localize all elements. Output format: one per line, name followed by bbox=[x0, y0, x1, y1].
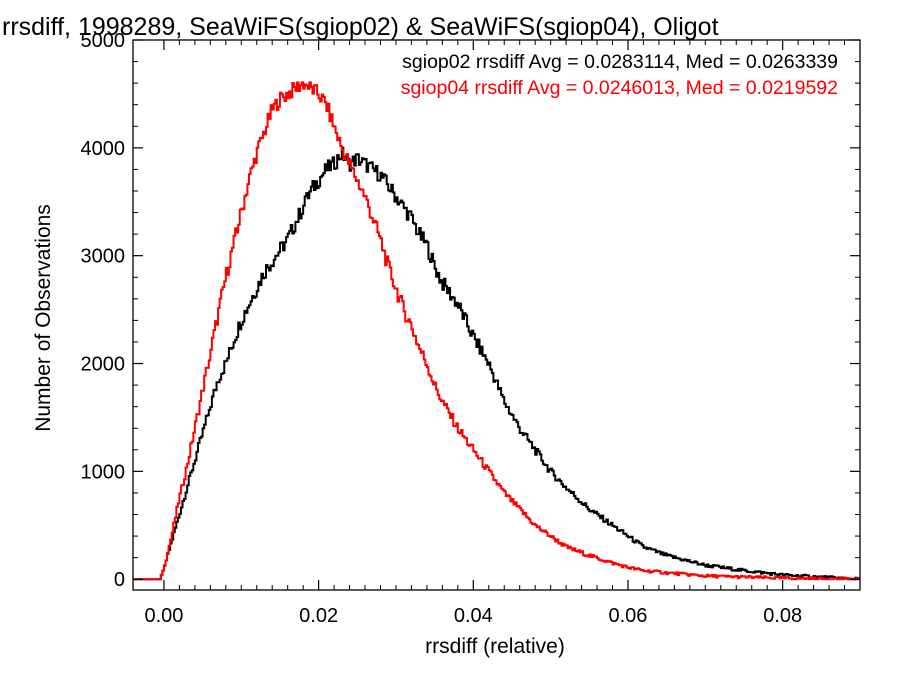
histogram-series-1 bbox=[133, 146, 860, 581]
y-tick-label: 5000 bbox=[81, 30, 126, 52]
x-tick-label: 0.00 bbox=[144, 605, 183, 627]
series-layer bbox=[133, 81, 860, 581]
plot-frame bbox=[132, 39, 861, 591]
y-tick-label: 0 bbox=[114, 569, 125, 591]
legend: sgiop02 rrsdiff Avg = 0.0283114, Med = 0… bbox=[401, 51, 838, 99]
y-tick-label: 3000 bbox=[81, 246, 126, 268]
y-tick-label: 2000 bbox=[81, 354, 126, 376]
legend-entry-1: sgiop02 rrsdiff Avg = 0.0283114, Med = 0… bbox=[402, 51, 838, 73]
x-tick-label: 0.08 bbox=[763, 605, 802, 627]
ticks-layer: 0.00 0.02 0.04 0.06 0.08 0 1000 2000 3000 4000 500… bbox=[81, 30, 861, 627]
histogram-series-2 bbox=[133, 81, 860, 581]
y-axis-label: Number of Observations bbox=[32, 204, 55, 432]
legend-entry-2: sgiop04 rrsdiff Avg = 0.0246013, Med = 0… bbox=[401, 77, 838, 99]
chart-title: rrsdiff, 1998289, SeaWiFS(sgiop02) & Sea… bbox=[2, 13, 719, 41]
y-tick-label: 1000 bbox=[81, 461, 126, 483]
x-axis-label: rrsdiff (relative) bbox=[425, 635, 565, 658]
x-tick-label: 0.02 bbox=[299, 605, 338, 627]
x-tick-label: 0.06 bbox=[609, 605, 648, 627]
y-tick-label: 4000 bbox=[81, 138, 126, 160]
x-tick-label: 0.04 bbox=[454, 605, 493, 627]
